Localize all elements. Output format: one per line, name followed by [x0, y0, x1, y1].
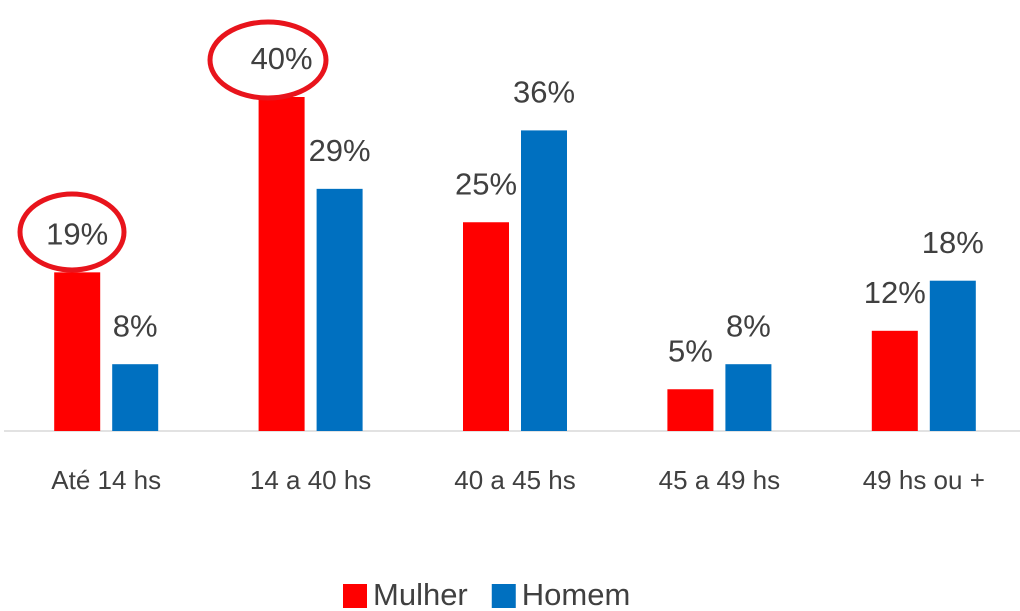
bar [725, 364, 772, 431]
bar [112, 364, 159, 431]
x-tick-label: 14 a 40 hs [250, 465, 371, 495]
bar [871, 330, 918, 431]
bar [54, 272, 101, 431]
x-tick-label: 45 a 49 hs [659, 465, 780, 495]
bar [258, 97, 305, 431]
data-label: 8% [113, 308, 158, 343]
bar [521, 130, 567, 431]
data-label: 29% [309, 133, 371, 168]
bar [463, 222, 509, 431]
legend-label: Homem [522, 577, 631, 611]
legend-label: Mulher [373, 577, 468, 611]
legend-swatch [491, 584, 516, 608]
highlight-circle [17, 191, 127, 273]
bar [929, 280, 976, 431]
x-tick-label: 49 hs ou + [863, 465, 985, 495]
data-label: 18% [922, 225, 984, 260]
plot: Até 14 hs 19% 8% 14 a 40 hs 40% 29% 40 a 45 hs… [46, 41, 985, 495]
data-label: 25% [455, 166, 517, 201]
bar [667, 389, 714, 431]
data-label: 36% [513, 75, 575, 110]
data-label: 5% [668, 333, 713, 368]
x-tick-label: 40 a 45 hs [454, 465, 575, 495]
x-tick-label: Até 14 hs [51, 465, 161, 495]
data-label: 19% [46, 217, 108, 252]
legend-swatch [343, 584, 367, 608]
highlight-circle [207, 19, 329, 101]
data-label: 40% [251, 41, 313, 76]
data-label: 8% [726, 308, 771, 343]
bar [316, 188, 363, 431]
data-label: 12% [864, 275, 926, 310]
